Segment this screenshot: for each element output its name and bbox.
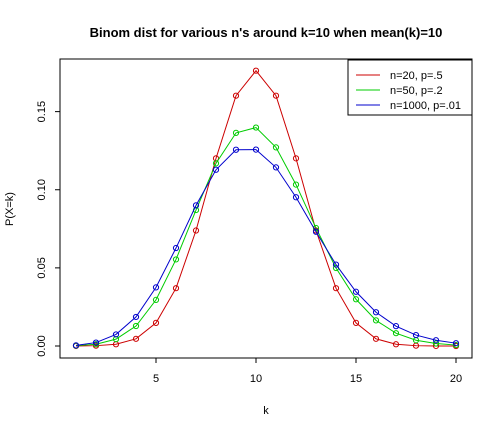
data-point <box>252 124 260 131</box>
data-point <box>252 146 260 153</box>
series-3 <box>72 146 460 349</box>
data-point <box>392 341 400 348</box>
data-point <box>112 331 120 338</box>
legend-label: n=1000, p=.01 <box>390 100 461 112</box>
data-point <box>352 288 360 295</box>
data-point <box>332 261 340 268</box>
data-point <box>392 330 400 337</box>
data-point <box>352 296 360 303</box>
data-point <box>452 340 460 347</box>
series-line <box>75 149 457 346</box>
legend-entry: n=20, p=.5 <box>356 70 443 82</box>
data-point <box>132 313 140 321</box>
data-point <box>272 144 280 151</box>
data-point <box>192 227 200 234</box>
data-point <box>212 160 220 167</box>
data-point <box>232 129 240 136</box>
y-axis-label: P(X=k) <box>4 192 16 226</box>
x-tick-label: 20 <box>450 373 462 385</box>
data-point <box>292 155 300 162</box>
data-point <box>352 319 360 326</box>
data-point <box>112 336 120 343</box>
x-tick-label: 5 <box>153 373 159 385</box>
data-point <box>152 319 160 326</box>
series-layer <box>72 67 460 350</box>
data-point <box>372 317 380 324</box>
data-point <box>292 194 300 201</box>
y-tick-label: 0.00 <box>36 335 48 356</box>
data-point <box>232 146 240 153</box>
x-tick-label: 15 <box>350 373 362 385</box>
data-point <box>372 309 380 316</box>
data-point <box>172 256 180 263</box>
chart-title: Binom dist for various n's around k=10 w… <box>90 25 443 40</box>
y-tick-label: 0.15 <box>36 101 48 122</box>
data-point <box>152 284 160 291</box>
data-point <box>212 166 220 173</box>
y-tick-label: 0.10 <box>36 179 48 200</box>
data-point <box>432 337 440 344</box>
series-line <box>75 127 457 347</box>
data-point <box>72 342 80 349</box>
legend-box <box>347 59 473 116</box>
x-axis-label: k <box>263 405 269 417</box>
data-point <box>412 331 420 339</box>
y-axis: 0.00 0.05 0.10 0.15 <box>36 101 61 357</box>
legend-entry: n=50, p=.2 <box>356 85 443 97</box>
data-point <box>232 92 240 99</box>
data-point <box>252 67 260 74</box>
data-point <box>92 339 100 346</box>
data-point <box>272 164 280 171</box>
legend-label: n=20, p=.5 <box>390 70 443 82</box>
data-point <box>172 244 180 252</box>
data-point <box>332 285 340 292</box>
data-point <box>392 323 400 330</box>
series-line <box>75 69 457 347</box>
data-point <box>432 340 440 347</box>
legend-entry: n=1000, p=.01 <box>356 100 461 112</box>
legend: n=20, p=.5 n=50, p=.2 n=1000, p=.01 <box>347 59 473 116</box>
data-point <box>92 341 100 348</box>
legend-label: n=50, p=.2 <box>390 85 443 97</box>
data-point <box>292 181 300 188</box>
x-tick-label: 10 <box>250 373 262 385</box>
data-point <box>172 285 180 292</box>
data-point <box>312 228 320 235</box>
data-point <box>372 335 380 342</box>
data-point <box>132 335 140 342</box>
data-point <box>132 322 140 330</box>
x-axis: 5 10 15 20 <box>153 357 462 385</box>
y-tick-label: 0.05 <box>36 257 48 278</box>
data-point <box>192 202 200 209</box>
data-point <box>152 296 160 304</box>
data-point <box>452 341 460 349</box>
data-point <box>272 92 280 99</box>
